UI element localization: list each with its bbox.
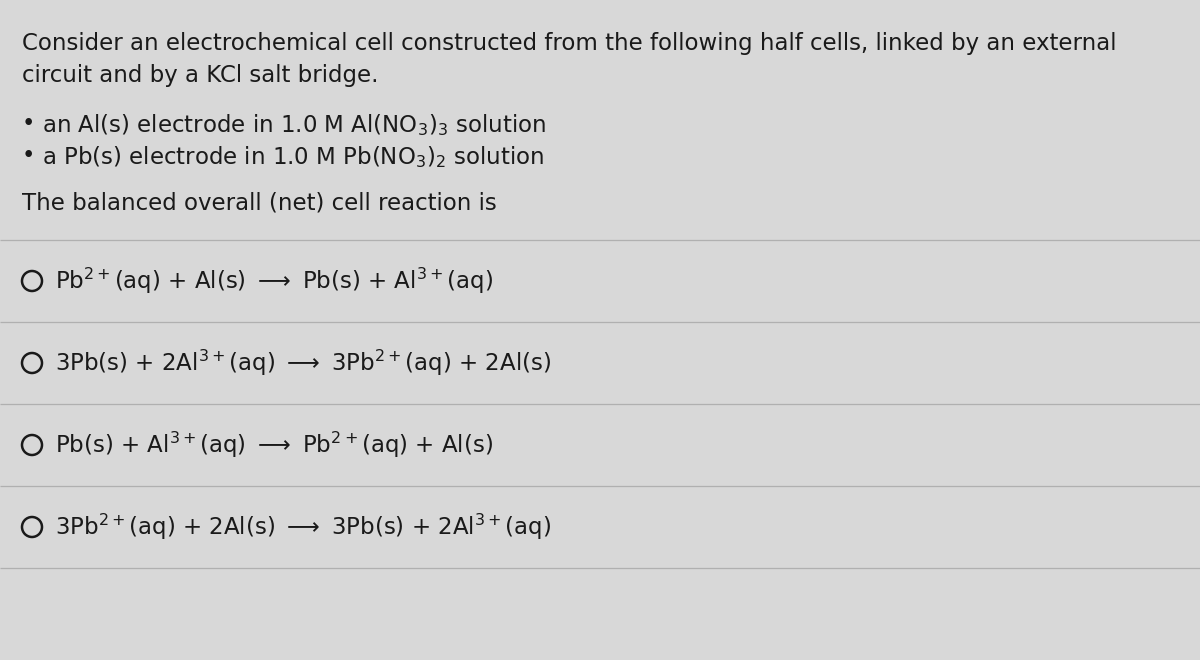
Text: Pb$^{2+}$(aq) + Al(s) $\longrightarrow$ Pb(s) + Al$^{3+}$(aq): Pb$^{2+}$(aq) + Al(s) $\longrightarrow$ … xyxy=(55,266,493,296)
Text: •: • xyxy=(22,112,35,135)
Text: Pb(s) + Al$^{3+}$(aq) $\longrightarrow$ Pb$^{2+}$(aq) + Al(s): Pb(s) + Al$^{3+}$(aq) $\longrightarrow$ … xyxy=(55,430,493,460)
Text: 3Pb$^{2+}$(aq) + 2Al(s) $\longrightarrow$ 3Pb(s) + 2Al$^{3+}$(aq): 3Pb$^{2+}$(aq) + 2Al(s) $\longrightarrow… xyxy=(55,512,551,542)
Text: an Al(s) electrode in 1.0 M Al(NO$_3$)$_3$ solution: an Al(s) electrode in 1.0 M Al(NO$_3$)$_… xyxy=(42,112,546,138)
Text: circuit and by a KCl salt bridge.: circuit and by a KCl salt bridge. xyxy=(22,64,378,87)
Text: The balanced overall (net) cell reaction is: The balanced overall (net) cell reaction… xyxy=(22,192,497,215)
Text: 3Pb(s) + 2Al$^{3+}$(aq) $\longrightarrow$ 3Pb$^{2+}$(aq) + 2Al(s): 3Pb(s) + 2Al$^{3+}$(aq) $\longrightarrow… xyxy=(55,348,551,378)
Text: a Pb(s) electrode in 1.0 M Pb(NO$_3$)$_2$ solution: a Pb(s) electrode in 1.0 M Pb(NO$_3$)$_2… xyxy=(42,144,544,170)
Text: Consider an electrochemical cell constructed from the following half cells, link: Consider an electrochemical cell constru… xyxy=(22,32,1116,55)
Text: •: • xyxy=(22,144,35,167)
